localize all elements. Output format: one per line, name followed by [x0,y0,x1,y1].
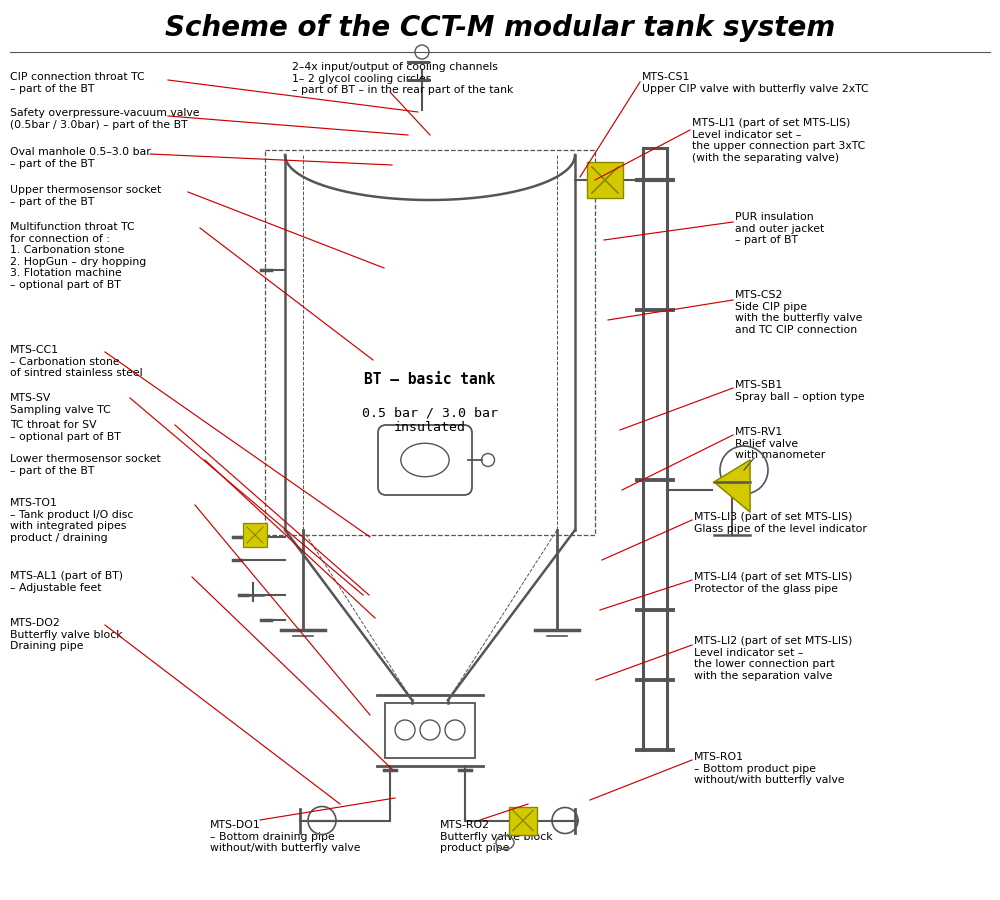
Text: MTS-LI4 (part of set MTS-LIS)
Protector of the glass pipe: MTS-LI4 (part of set MTS-LIS) Protector … [694,572,852,594]
Text: MTS-DO2
Butterfly valve block
Draining pipe: MTS-DO2 Butterfly valve block Draining p… [10,618,123,652]
Text: MTS-SV
Sampling valve TC: MTS-SV Sampling valve TC [10,393,111,415]
Polygon shape [714,460,750,512]
Text: MTS-CC1
– Carbonation stone
of sintred stainless steel: MTS-CC1 – Carbonation stone of sintred s… [10,345,143,378]
Text: PUR insulation
and outer jacket
– part of BT: PUR insulation and outer jacket – part o… [735,212,824,245]
Text: MTS-CS2
Side CIP pipe
with the butterfly valve
and TC CIP connection: MTS-CS2 Side CIP pipe with the butterfly… [735,290,862,335]
Text: MTS-LI3 (part of set MTS-LIS)
Glass pipe of the level indicator: MTS-LI3 (part of set MTS-LIS) Glass pipe… [694,512,867,534]
Text: MTS-RV1
Relief valve
with manometer: MTS-RV1 Relief valve with manometer [735,427,825,460]
Text: Safety overpressure-vacuum valve
(0.5bar / 3.0bar) – part of the BT: Safety overpressure-vacuum valve (0.5bar… [10,108,200,130]
Text: TC throat for SV
– optional part of BT: TC throat for SV – optional part of BT [10,420,121,442]
Text: Upper thermosensor socket
– part of the BT: Upper thermosensor socket – part of the … [10,185,161,207]
FancyBboxPatch shape [243,523,267,547]
Text: MTS-RO2
Butterfly valve block
product pipe: MTS-RO2 Butterfly valve block product pi… [440,820,553,853]
Text: Scheme of the CCT-M modular tank system: Scheme of the CCT-M modular tank system [165,14,835,42]
Text: Lower thermosensor socket
– part of the BT: Lower thermosensor socket – part of the … [10,454,161,475]
Text: MTS-RO1
– Bottom product pipe
without/with butterfly valve: MTS-RO1 – Bottom product pipe without/wi… [694,752,844,785]
Text: MTS-CS1
Upper CIP valve with butterfly valve 2xTC: MTS-CS1 Upper CIP valve with butterfly v… [642,72,869,94]
Text: 2–4x input/output of cooling channels
1– 2 glycol cooling circles
– part of BT –: 2–4x input/output of cooling channels 1–… [292,62,513,95]
Text: 0.5 bar / 3.0 bar
insulated: 0.5 bar / 3.0 bar insulated [362,406,498,434]
Text: MTS-DO1
– Bottom draining pipe
without/with butterfly valve: MTS-DO1 – Bottom draining pipe without/w… [210,820,360,853]
FancyBboxPatch shape [509,806,537,834]
Text: MTS-LI1 (part of set MTS-LIS)
Level indicator set –
the upper connection part 3x: MTS-LI1 (part of set MTS-LIS) Level indi… [692,118,865,163]
Text: BT – basic tank: BT – basic tank [364,373,496,388]
Text: MTS-AL1 (part of BT)
– Adjustable feet: MTS-AL1 (part of BT) – Adjustable feet [10,571,123,592]
Text: MTS-SB1
Spray ball – option type: MTS-SB1 Spray ball – option type [735,380,865,401]
Text: MTS-TO1
– Tank product I/O disc
with integrated pipes
product / draining: MTS-TO1 – Tank product I/O disc with int… [10,498,133,543]
Text: Oval manhole 0.5–3.0 bar
– part of the BT: Oval manhole 0.5–3.0 bar – part of the B… [10,147,151,168]
Text: Multifunction throat TC
for connection of :
1. Carbonation stone
2. HopGun – dry: Multifunction throat TC for connection o… [10,222,146,290]
FancyBboxPatch shape [587,162,623,198]
Text: MTS-LI2 (part of set MTS-LIS)
Level indicator set –
the lower connection part
wi: MTS-LI2 (part of set MTS-LIS) Level indi… [694,636,852,680]
Text: CIP connection throat TC
– part of the BT: CIP connection throat TC – part of the B… [10,72,145,94]
